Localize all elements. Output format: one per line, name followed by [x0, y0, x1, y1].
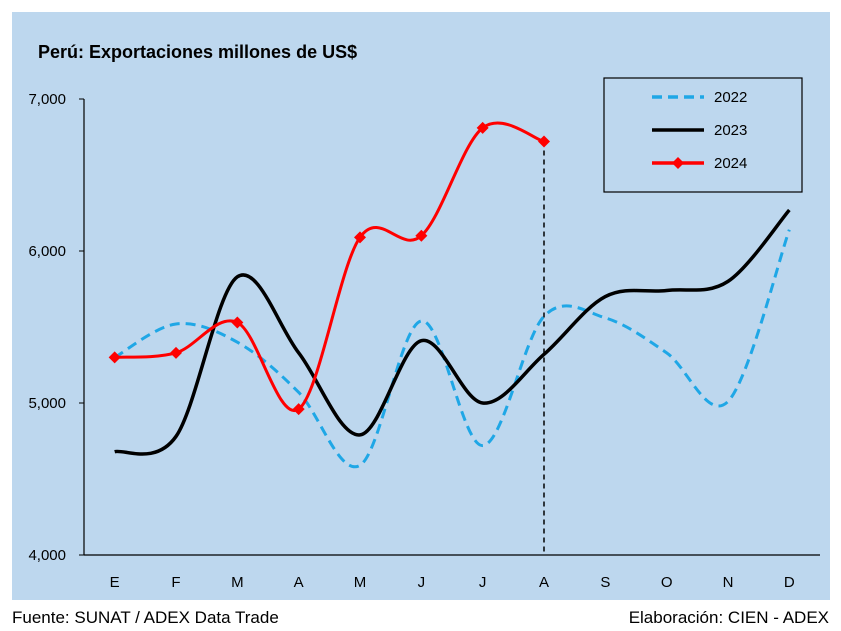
y-tick-label: 4,000: [28, 547, 66, 564]
legend-label: 2024: [714, 155, 747, 172]
x-tick-label: S: [600, 574, 610, 591]
series-line-2023: [114, 208, 791, 456]
legend: 2022 2023 2024: [603, 77, 803, 193]
x-tick-label: M: [354, 574, 367, 591]
data-point: [415, 229, 428, 242]
x-tick-label: E: [110, 574, 120, 591]
series-line-2024: [114, 121, 545, 413]
y-tick-label: 5,000: [28, 395, 66, 412]
data-point: [292, 403, 305, 416]
data-point: [170, 346, 182, 359]
data-point: [354, 231, 366, 244]
data-point: [108, 351, 121, 364]
legend-label: 2022: [714, 89, 747, 106]
series-line-2022: [113, 229, 791, 469]
chart-title: Perú: Exportaciones millones de US$: [38, 42, 357, 62]
y-tick-label: 7,000: [28, 91, 66, 108]
data-point: [476, 121, 489, 134]
x-tick-label: N: [723, 574, 734, 591]
credit-note: Elaboración: CIEN - ADEX: [628, 608, 829, 627]
x-tick-label: M: [231, 574, 244, 591]
x-tick-label: O: [661, 574, 673, 591]
x-tick-label: A: [294, 574, 304, 591]
legend-marker: [672, 157, 684, 169]
legend-box: [603, 77, 803, 193]
x-tick-label: D: [784, 574, 795, 591]
legend-label: 2023: [714, 122, 747, 139]
x-tick-label: A: [539, 574, 549, 591]
x-tick-label: J: [418, 574, 426, 591]
x-tick-label: J: [479, 574, 487, 591]
y-tick-label: 6,000: [28, 243, 66, 260]
x-tick-label: F: [171, 574, 180, 591]
source-note: Fuente: SUNAT / ADEX Data Trade: [12, 608, 279, 627]
data-point: [538, 135, 550, 148]
data-point: [231, 316, 244, 329]
